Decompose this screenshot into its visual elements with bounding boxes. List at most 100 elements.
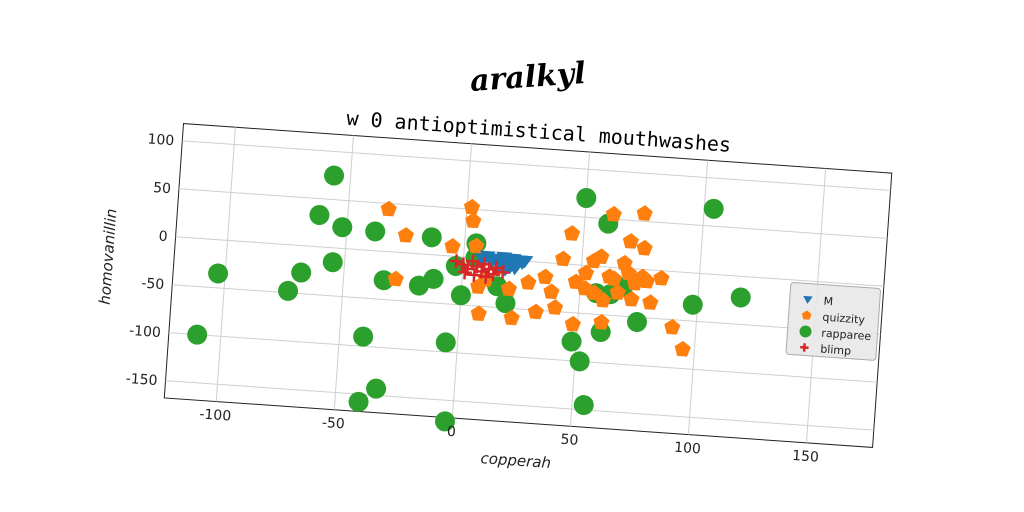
quizzity-point	[397, 227, 415, 243]
rapparee-point	[373, 270, 394, 291]
blimp-point	[488, 260, 504, 275]
y-grid-line	[168, 332, 878, 383]
quizzity-point	[543, 283, 560, 300]
quizzity-point	[564, 315, 581, 332]
quizzity-point	[620, 264, 637, 281]
quizzity-point	[555, 250, 572, 267]
series-blimp	[449, 254, 510, 284]
legend-label: rapparee	[821, 327, 872, 343]
quizzity-point	[636, 205, 653, 221]
legend-marker-M	[803, 295, 813, 304]
quizzity-point	[380, 200, 397, 217]
y-grid-line	[165, 380, 874, 431]
quizzity-point	[642, 294, 659, 310]
quizzity-point	[520, 274, 537, 290]
quizzity-point	[470, 305, 487, 322]
x-tick-label: 150	[792, 448, 820, 466]
quizzity-point	[636, 239, 653, 256]
data-marks	[187, 165, 751, 432]
rapparee-point	[682, 294, 703, 315]
legend-label: quizzity	[822, 311, 866, 327]
legend-label: blimp	[820, 343, 852, 358]
rapparee-point	[423, 268, 444, 289]
x-axis-label: copperah	[480, 449, 552, 472]
rapparee-point	[291, 262, 312, 283]
rapparee-point	[703, 198, 724, 219]
rapparee-point	[208, 263, 229, 284]
y-axis-label: homovanillin	[96, 208, 121, 305]
quizzity-point	[465, 212, 482, 229]
quizzity-point	[605, 205, 622, 222]
quizzity-point	[387, 270, 404, 287]
quizzity-point	[500, 280, 518, 297]
figure-suptitle: aralkyl	[469, 56, 587, 99]
rapparee-point	[309, 205, 330, 226]
x-tick-label: -100	[199, 406, 232, 424]
quizzity-point	[594, 291, 612, 308]
rapparee-point	[576, 188, 597, 209]
rapparee-point	[569, 351, 590, 372]
y-grid-line	[182, 140, 891, 191]
blimp-point	[449, 254, 464, 269]
tick-labels: -100 -50 0 50 100 150 100 50 0 -50 -100 -150	[125, 131, 820, 466]
rapparee-point	[348, 391, 369, 412]
quizzity-point	[463, 198, 481, 215]
quizzity-point	[468, 237, 485, 254]
y-tick-label: 50	[153, 180, 172, 197]
quizzity-point	[609, 284, 626, 300]
quizzity-point	[577, 264, 595, 281]
x-tick-label: 0	[446, 424, 456, 441]
quizzity-point	[606, 270, 623, 287]
quizzity-point	[564, 225, 581, 241]
rapparee-point	[322, 252, 343, 273]
rapparee-point	[495, 293, 516, 314]
rapparee-point	[561, 331, 582, 352]
quizzity-point	[547, 299, 564, 315]
rapparee-point	[435, 332, 456, 353]
x-grid-line	[215, 127, 236, 402]
y-grid-line	[178, 188, 888, 239]
quizzity-point	[444, 237, 461, 254]
rapparee-point	[324, 165, 345, 186]
x-grid-line	[333, 135, 354, 410]
quizzity-point	[674, 340, 691, 357]
quizzity-point	[664, 318, 681, 335]
y-tick-label: -150	[125, 371, 158, 389]
rapparee-point	[421, 227, 442, 248]
rapparee-point	[434, 411, 455, 432]
series-quizzity	[380, 198, 691, 357]
quizzity-point	[653, 270, 670, 286]
rapparee-point	[353, 326, 374, 347]
y-grid-line	[175, 236, 884, 287]
blimp-point	[478, 269, 494, 284]
rapparee-point	[187, 324, 208, 345]
x-tick-label: 100	[674, 440, 702, 458]
quizzity-point	[537, 268, 554, 285]
quizzity-point	[593, 313, 610, 330]
grid-lines	[165, 127, 891, 443]
blimp-point	[457, 265, 472, 280]
rapparee-point	[626, 312, 647, 333]
blimp-point	[467, 267, 482, 283]
rapparee-point	[450, 285, 471, 306]
rapparee-point	[366, 378, 387, 399]
quizzity-point	[527, 303, 544, 320]
rapparee-point	[365, 221, 386, 242]
blimp-point	[495, 265, 510, 280]
quizzity-point	[503, 309, 520, 326]
legend-box	[785, 282, 881, 361]
x-tick-label: 50	[560, 432, 579, 449]
quizzity-point	[623, 290, 640, 307]
x-grid-line	[451, 143, 473, 419]
x-tick-label: -50	[321, 415, 345, 433]
quizzity-point	[593, 248, 610, 265]
legend-marker-blimp	[800, 343, 809, 352]
rapparee-point	[730, 287, 751, 308]
blimp-point	[486, 267, 501, 282]
M-point	[490, 258, 507, 273]
legend-marker-rapparee	[799, 325, 812, 338]
y-tick-label: 100	[147, 131, 175, 149]
